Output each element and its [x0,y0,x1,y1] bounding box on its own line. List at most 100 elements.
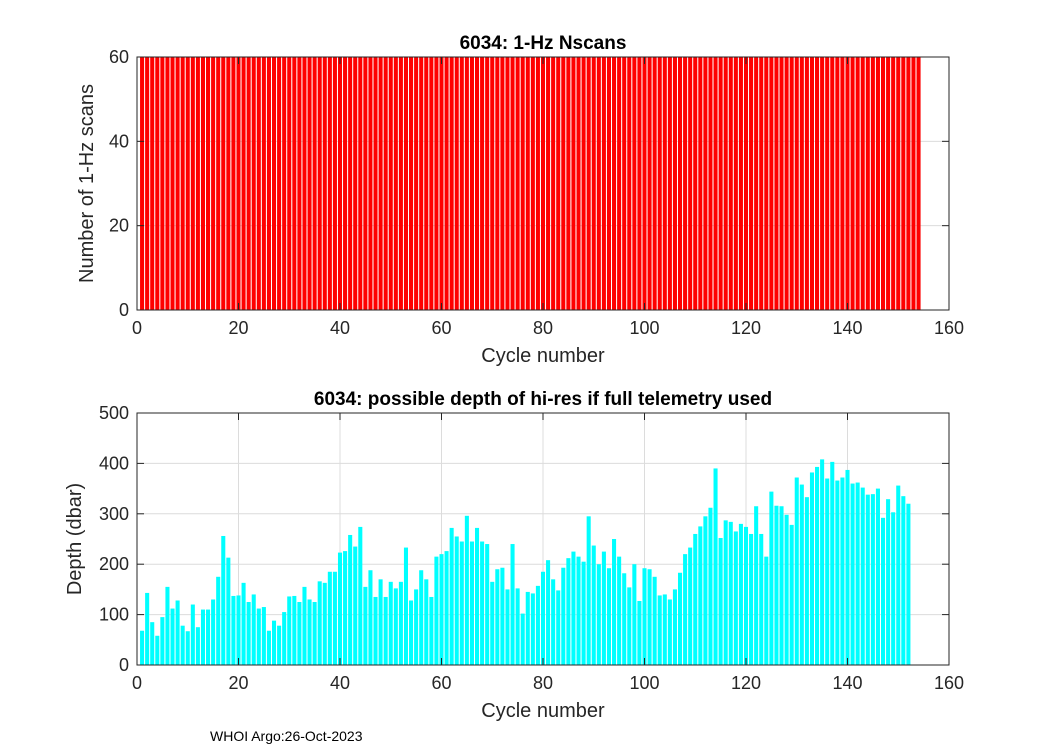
bar [424,57,429,310]
bar [581,57,586,310]
bar [606,568,612,665]
bar [627,57,632,310]
bar [251,57,256,310]
bar [444,57,449,310]
bar [363,57,368,310]
bar [708,507,713,665]
bar [378,579,383,665]
bar [515,588,520,665]
bar [627,587,632,665]
bar [337,57,343,310]
bar [409,600,414,665]
bar [845,57,850,310]
bar [419,57,424,310]
bar [764,556,769,665]
bar [551,57,556,310]
bar [459,57,464,310]
bar [906,57,911,310]
bar [190,604,195,665]
bar [140,57,145,310]
bar [256,57,261,310]
bar [322,57,327,310]
bar [723,57,728,310]
bar [200,609,206,665]
bar [190,57,195,310]
bar [754,506,759,665]
x-tick-label: 20 [228,673,248,693]
bar [672,57,677,310]
bar [820,57,825,310]
bar [662,57,667,310]
bar [596,57,601,310]
y-tick-label: 60 [109,47,129,67]
bar [241,582,246,665]
bar [150,622,155,665]
bar [480,541,485,665]
bar [556,590,561,665]
chart-1: 0 20 40 60 80 100 120 140 160 0 20 40 60 6034: 1-Hz N… [76,33,964,367]
y-tick-label: 40 [109,131,129,151]
bar [490,581,495,665]
bar [403,57,409,310]
bar [221,57,226,310]
bar [292,595,297,665]
bar [206,609,211,665]
bar [535,57,540,310]
chart-2: 0 20 40 60 80 100 120 140 160 0 100 200 300 400 500 603… [64,389,964,722]
bar [617,57,622,310]
bar [302,57,307,310]
bar [870,57,875,310]
bar [647,569,652,665]
bar [480,57,485,310]
bar [474,57,480,310]
bar [261,607,266,665]
bar [652,57,657,310]
bar [327,57,332,310]
bar [815,466,820,665]
bar [571,551,576,665]
bar [789,524,794,665]
bar [145,57,150,310]
bar [561,567,566,665]
bar [211,599,216,665]
x-tick-label: 0 [132,673,142,693]
bar [713,57,718,310]
y-tick-label: 20 [109,216,129,236]
x-tick-label: 60 [431,673,451,693]
bar [911,57,916,310]
bar [850,57,855,310]
bar [728,521,733,665]
bar [332,57,337,310]
bar [353,57,358,310]
bar [916,57,921,310]
bar [277,625,282,665]
bar [677,572,683,665]
bar [581,561,586,665]
bar [175,600,180,665]
bar [901,496,906,665]
bar [256,608,261,665]
bar [505,57,510,310]
bar [378,57,383,310]
bar [297,57,302,310]
y-tick-label: 500 [99,403,129,423]
bar [708,57,713,310]
bar [307,599,312,665]
bar [688,547,693,665]
bar [718,57,723,310]
bar [515,57,520,310]
bar [769,491,774,665]
bar [571,57,576,310]
bar [566,558,571,665]
bar [165,586,170,665]
x-axis-label: Cycle number [481,700,605,722]
bar [510,57,515,310]
bar [809,57,815,310]
bar [398,57,403,310]
bar [388,57,393,310]
x-tick-label: 140 [832,673,862,693]
bar [185,631,190,665]
bar [840,57,845,310]
bar [373,57,378,310]
y-axis-label: Number of 1-Hz scans [76,84,98,283]
